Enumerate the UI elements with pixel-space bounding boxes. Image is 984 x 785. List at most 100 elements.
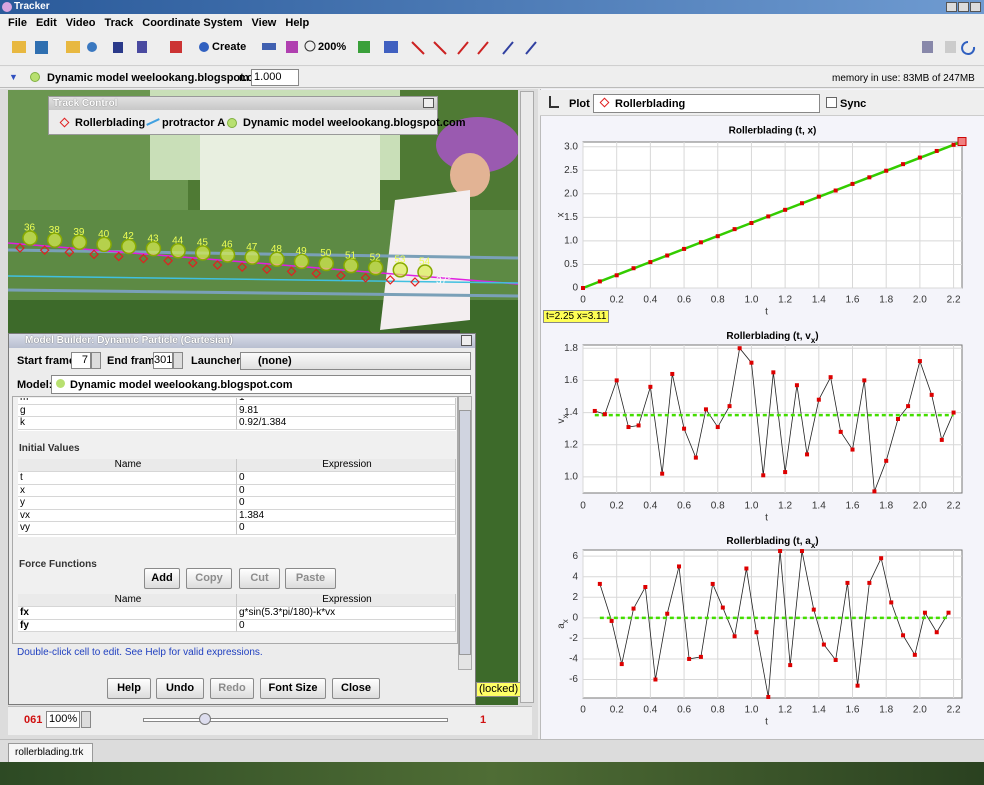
- cell-expression[interactable]: 1: [237, 398, 456, 405]
- cell-expression[interactable]: g*sin(5.3*pi/180)-k*vx: [237, 607, 456, 620]
- force-button[interactable]: Add: [144, 568, 180, 589]
- slider-track[interactable]: [143, 718, 448, 722]
- create-button[interactable]: Create: [212, 41, 247, 53]
- trail-icon[interactable]: [358, 41, 370, 53]
- model-dot: [227, 118, 237, 128]
- clip-icon[interactable]: [113, 42, 123, 53]
- slider-thumb[interactable]: [199, 713, 211, 725]
- refresh-icon[interactable]: [961, 41, 976, 55]
- cell-name[interactable]: t: [18, 472, 237, 485]
- menu-item[interactable]: Help: [285, 17, 310, 29]
- axes-icon[interactable]: [170, 41, 182, 53]
- text-part: x: [811, 336, 816, 345]
- track-combo[interactable]: [593, 94, 820, 113]
- create-icon[interactable]: [199, 42, 209, 52]
- menu-item[interactable]: Edit: [35, 17, 57, 29]
- launcher-label: Launcher: [191, 355, 241, 367]
- import-icon[interactable]: [87, 42, 97, 52]
- menu-item[interactable]: Video: [65, 17, 96, 29]
- data-point: [867, 175, 872, 180]
- start-frame-field[interactable]: 7: [71, 352, 91, 369]
- tape-icon[interactable]: [262, 43, 276, 50]
- dialog-button[interactable]: Font Size: [260, 678, 326, 699]
- dialog-close[interactable]: [461, 335, 472, 346]
- y-tick-label: 1.5: [564, 212, 578, 223]
- scroll-thumb[interactable]: [459, 410, 471, 655]
- cell-expression[interactable]: 9.81: [237, 404, 456, 417]
- vector-sum-icon[interactable]: [502, 41, 514, 55]
- spinner[interactable]: [173, 352, 183, 369]
- mass-field[interactable]: 1.000: [251, 69, 299, 86]
- launcher-combo[interactable]: [240, 352, 471, 370]
- zoom-icon[interactable]: [304, 40, 316, 52]
- save-icon[interactable]: [35, 41, 48, 54]
- cell-name[interactable]: x: [18, 484, 237, 497]
- calibration-icon[interactable]: [137, 41, 147, 53]
- cell-name[interactable]: k: [18, 417, 237, 430]
- track-button[interactable]: Dynamic model weelookang.blogspot.com: [243, 117, 466, 129]
- data-point: [862, 378, 867, 383]
- zoom-button[interactable]: 200%: [318, 41, 347, 53]
- momentum-icon[interactable]: [525, 41, 537, 55]
- model-combo[interactable]: [51, 375, 471, 394]
- path-icon[interactable]: [411, 41, 425, 55]
- rate-field[interactable]: 100%: [46, 711, 80, 728]
- cell-expression[interactable]: 0.92/1.384: [237, 417, 456, 430]
- cell-name[interactable]: fx: [18, 607, 237, 620]
- sync-checkbox[interactable]: [826, 97, 837, 108]
- cell-name[interactable]: y: [18, 497, 237, 510]
- cell-expression[interactable]: 0: [237, 522, 456, 535]
- cell-expression[interactable]: 0: [237, 472, 456, 485]
- position-icon[interactable]: [433, 41, 447, 55]
- y-tick-label: 6: [572, 551, 578, 562]
- cell-expression[interactable]: 0: [237, 484, 456, 497]
- dropdown-arrow[interactable]: ▼: [9, 72, 18, 82]
- close-button[interactable]: [970, 2, 981, 12]
- menu-bar: [0, 14, 984, 32]
- rate-spinner[interactable]: [81, 711, 91, 728]
- notes-icon[interactable]: [922, 41, 933, 53]
- frame-label: 49: [296, 246, 308, 257]
- cell-name[interactable]: vy: [18, 522, 237, 535]
- menu-item[interactable]: Track: [104, 17, 134, 29]
- menu-item[interactable]: File: [8, 17, 27, 29]
- minimize-button[interactable]: [946, 2, 957, 12]
- file-tab[interactable]: rollerblading.trk: [8, 743, 93, 762]
- maximize-button[interactable]: [958, 2, 969, 12]
- dialog-button[interactable]: Redo: [210, 678, 254, 699]
- dialog-button[interactable]: Help: [107, 678, 151, 699]
- force-button[interactable]: Copy: [186, 568, 232, 589]
- x-tick-label: 1.4: [812, 501, 826, 512]
- spinner[interactable]: [91, 352, 101, 369]
- cell-name[interactable]: vx: [18, 509, 237, 522]
- track-control-close[interactable]: [423, 98, 434, 108]
- force-button[interactable]: Cut: [239, 568, 280, 589]
- data-point: [665, 611, 670, 616]
- acceleration-icon[interactable]: [477, 41, 489, 55]
- dialog-button[interactable]: Close: [332, 678, 380, 699]
- toolbar-icons: [12, 40, 976, 55]
- column-header: Name: [18, 594, 237, 607]
- print-icon[interactable]: [945, 41, 956, 53]
- menu-item[interactable]: View: [251, 17, 277, 29]
- video-scrollbar[interactable]: [520, 91, 534, 703]
- protractor-icon[interactable]: [286, 41, 298, 53]
- track-button[interactable]: Rollerblading: [75, 117, 146, 129]
- data-point: [833, 657, 838, 662]
- cell-name[interactable]: m: [18, 398, 237, 405]
- cell-expression[interactable]: 0: [237, 619, 456, 632]
- labels-icon[interactable]: [384, 41, 398, 53]
- menu-item[interactable]: Coordinate System: [142, 17, 243, 29]
- force-button[interactable]: Paste: [285, 568, 336, 589]
- cell-name[interactable]: fy: [18, 619, 237, 632]
- cell-name[interactable]: g: [18, 404, 237, 417]
- open-icon[interactable]: [12, 41, 26, 53]
- dialog-button[interactable]: Undo: [156, 678, 204, 699]
- end-frame-field[interactable]: 301: [153, 352, 173, 369]
- cell-expression[interactable]: 0: [237, 497, 456, 510]
- track-button[interactable]: protractor A: [162, 117, 226, 129]
- open-video-icon[interactable]: [66, 41, 80, 53]
- cell-expression[interactable]: 1.384: [237, 509, 456, 522]
- velocity-icon[interactable]: [457, 41, 469, 55]
- position-marker: [64, 247, 75, 258]
